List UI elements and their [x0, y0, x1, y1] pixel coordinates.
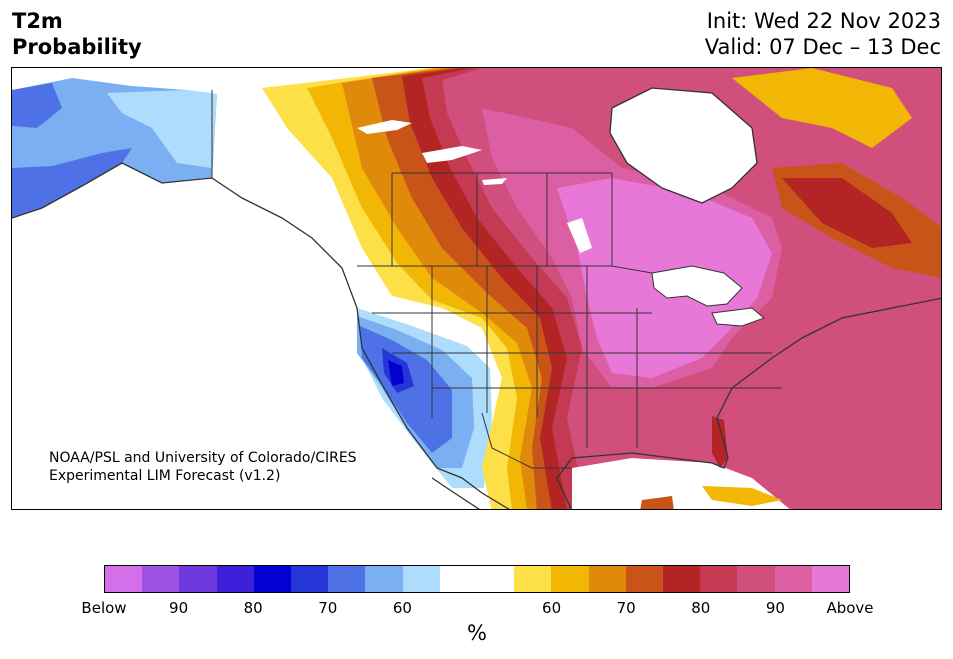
colorbar-swatch: [700, 566, 738, 592]
colorbar-tick-label: Above: [826, 599, 874, 617]
colorbar-swatch: [551, 566, 589, 592]
colorbar-tick-label: 70: [318, 599, 338, 617]
map-title: T2m Probability: [12, 8, 142, 60]
colorbar-tick-label: 80: [691, 599, 711, 617]
colorbar-swatch: [774, 566, 812, 592]
colorbar-swatch: [216, 566, 254, 592]
map-canvas: [12, 68, 941, 509]
florida-above-red: [712, 416, 728, 468]
colorbar-tick-label: 90: [169, 599, 189, 617]
alaska-below-blue-north: [12, 83, 62, 128]
labrador-above-gold: [732, 68, 912, 148]
colorbar-unit: %: [467, 621, 487, 645]
lake-winnipeg: [567, 218, 592, 253]
great-bear-lake: [357, 120, 412, 134]
colorbar-swatch: [439, 566, 478, 592]
boundaries: [211, 90, 782, 469]
colorbar-swatch: [737, 566, 775, 592]
colorbar-swatch: [477, 566, 515, 592]
map-credit: NOAA/PSL and University of Colorado/CIRE…: [49, 449, 357, 485]
colorbar-swatch: [402, 566, 440, 592]
colorbar-swatch: [253, 566, 292, 592]
cuba-above-gold: [702, 486, 782, 506]
colorbar-swatch: [365, 566, 403, 592]
alaska-below-blue-south: [12, 148, 132, 218]
product-label: Probability: [12, 35, 142, 59]
colorbar-swatch: [811, 566, 850, 592]
coastlines: [12, 87, 941, 509]
atlantic-gulf-coast: [556, 297, 941, 509]
colorbar-swatch: [663, 566, 701, 592]
baja-coast: [431, 477, 481, 509]
great-lakes: [651, 265, 743, 307]
colorbar-swatch: [625, 566, 664, 592]
forecast-map: NOAA/PSL and University of Colorado/CIRE…: [11, 67, 942, 510]
southwest-below-deep: [388, 360, 404, 386]
lake-athabasca: [482, 178, 507, 185]
colorbar-tick-label: Below: [81, 599, 127, 617]
atlantic-canada-above-red: [782, 178, 912, 248]
hudson-bay: [610, 88, 757, 203]
forecast-dates: Init: Wed 22 Nov 2023 Valid: 07 Dec – 13…: [705, 8, 941, 60]
colorbar-tick-label: 70: [616, 599, 636, 617]
colorbar-swatch: [588, 566, 626, 592]
caribbean-above-orange: [640, 496, 674, 509]
credit-line-2: Experimental LIM Forecast (v1.2): [49, 468, 281, 484]
credit-line-1: NOAA/PSL and University of Colorado/CIRE…: [49, 450, 357, 466]
colorbar-tick-label: 60: [542, 599, 562, 617]
lake-erie: [711, 307, 765, 327]
us-mexico-border: [481, 412, 572, 469]
colorbar-swatch: [142, 566, 180, 592]
valid-date: Valid: 07 Dec – 13 Dec: [704, 35, 941, 59]
init-date: Init: Wed 22 Nov 2023: [706, 9, 941, 33]
colorbar-tick-label: 80: [243, 599, 263, 617]
colorbar-tick-label: 90: [765, 599, 785, 617]
variable-label: T2m: [12, 9, 63, 33]
colorbar-swatch: [291, 566, 329, 592]
colorbar-swatch: [179, 566, 217, 592]
us-canada-border: [357, 265, 653, 274]
alaska-below-light: [107, 90, 217, 168]
pacific-coast: [12, 162, 510, 509]
colorbar-tick-label: 60: [392, 599, 412, 617]
great-slave-lake: [422, 146, 482, 163]
colorbar-swatch: [514, 566, 552, 592]
colorbar-swatch: [328, 566, 366, 592]
hudson-bay-coast: [609, 87, 758, 204]
colorbar-swatch: [105, 566, 143, 592]
colorbar: [104, 565, 850, 593]
